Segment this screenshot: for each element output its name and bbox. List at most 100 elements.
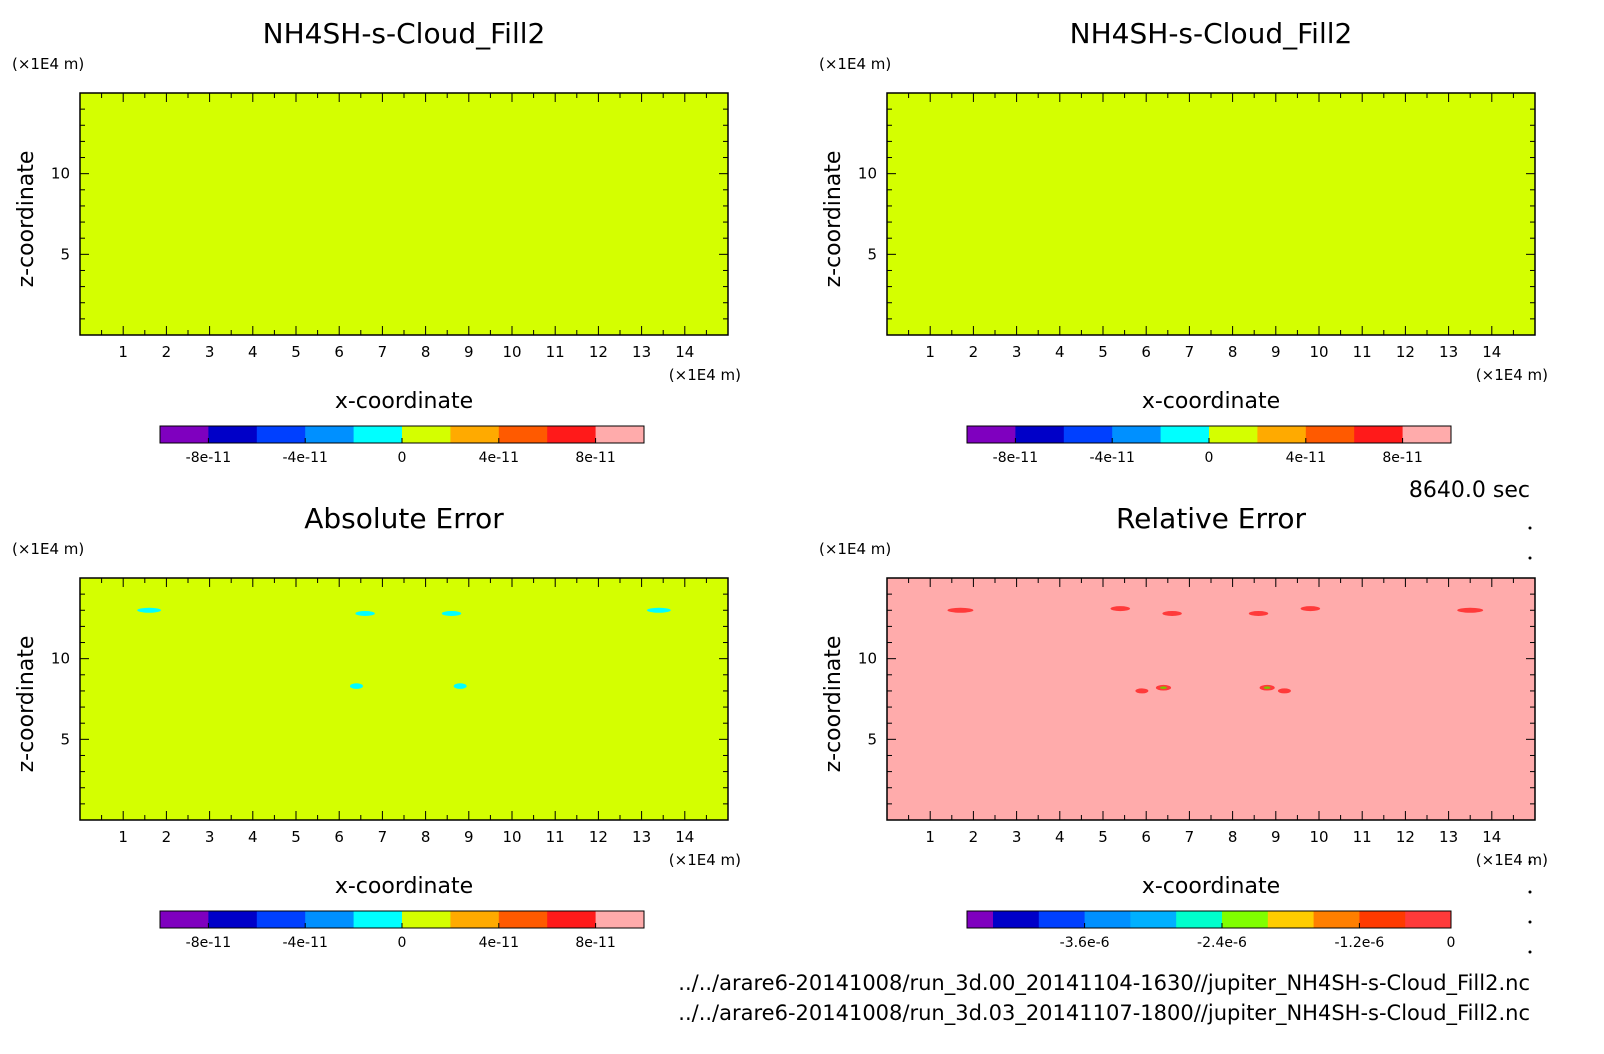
panel-4-xtick-label: 12 (1396, 828, 1415, 846)
panel-1-ytick-label: 10 (51, 165, 70, 183)
panel-1-colorbar-label: 8e-11 (575, 450, 615, 466)
panel-4-xtick-label: 2 (969, 828, 979, 846)
panel-1-colorbar-swatch-9 (547, 426, 597, 443)
panel-3-plot-area (79, 577, 729, 821)
panel-4-colorbar-swatch-2 (993, 911, 1040, 928)
panel-2-ylabel: z-coordinate (821, 151, 846, 288)
panel-4-feature-core-8 (1160, 686, 1167, 689)
panel-2-colorbar-swatch-4 (1112, 426, 1162, 443)
panel-4-xtick-label: 5 (1098, 828, 1108, 846)
panel-1-plot-area (79, 92, 729, 336)
panel-4-y-unit: (×1E4 m) (819, 540, 891, 558)
panel-1-xtick-label: 6 (334, 343, 344, 361)
panel-4-colorbar-label: 0 (1447, 935, 1456, 951)
panel-4-xtick-label: 4 (1055, 828, 1065, 846)
panel-3-y-unit: (×1E4 m) (12, 540, 84, 558)
panel-2-xtick-label: 9 (1271, 343, 1281, 361)
panel-4-x-unit: (×1E4 m) (1476, 851, 1548, 869)
source-file-1: ../../arare6-20141008/run_3d.00_20141104… (678, 971, 1530, 996)
panel-3-ytick-label: 5 (60, 730, 70, 748)
panel-1-xtick-label: 3 (205, 343, 215, 361)
panel-4-ylabel: z-coordinate (821, 636, 846, 773)
panel-4-colorbar-swatch-8 (1267, 911, 1315, 928)
panel-1-x-unit: (×1E4 m) (669, 366, 741, 384)
panel-2-xlabel: x-coordinate (1142, 389, 1280, 414)
panel-3-xtick-label: 9 (464, 828, 474, 846)
panel-2-colorbar-swatch-10 (1402, 426, 1452, 443)
panel-3-xtick-label: 4 (248, 828, 258, 846)
panel-3-ytick-label: 10 (51, 650, 70, 668)
panel-2-xtick-label: 13 (1439, 343, 1458, 361)
panel-3-colorbar-label: 0 (398, 935, 407, 951)
panel-3-feature-5 (350, 683, 363, 689)
panel-1-y-unit: (×1E4 m) (12, 55, 84, 73)
panel-4-colorbar-swatch-11 (1405, 911, 1452, 928)
panel-3-colorbar-swatch-1 (160, 911, 209, 928)
panel-1-colorbar-swatch-6 (402, 426, 451, 443)
panel-1-colorbar-label: -4e-11 (282, 450, 327, 466)
panel-1-xtick-label: 5 (291, 343, 301, 361)
panel-3-x-unit: (×1E4 m) (669, 851, 741, 869)
panel-3-feature-4 (647, 607, 671, 613)
panel-1-colorbar-label: -8e-11 (186, 450, 231, 466)
panel-1-xtick-label: 9 (464, 343, 474, 361)
panel-1-colorbar-swatch-8 (498, 426, 548, 443)
panel-3-xtick-label: 3 (205, 828, 215, 846)
panel-3-xtick-label: 12 (589, 828, 608, 846)
panel-1-xtick-label: 8 (421, 343, 431, 361)
panel-3-xtick-label: 10 (502, 828, 521, 846)
panel-2-xtick-label: 4 (1055, 343, 1065, 361)
panel-3-colorbar-swatch-9 (547, 911, 597, 928)
timestamp: 8640.0 sec (1409, 478, 1530, 503)
panel-4-title: Relative Error (1116, 502, 1307, 535)
panel-3-colorbar-swatch-8 (498, 911, 548, 928)
panel-2-xtick-label: 1 (925, 343, 935, 361)
panel-3-xtick-label: 13 (632, 828, 651, 846)
panel-4-colorbar-label: -2.4e-6 (1197, 935, 1247, 951)
panel-2-colorbar-swatch-3 (1063, 426, 1113, 443)
margin-dot-6 (1528, 950, 1532, 954)
margin-dot-3 (1528, 860, 1532, 864)
panel-4-colorbar-swatch-5 (1130, 911, 1177, 928)
panel-4-ytick-label: 5 (867, 730, 877, 748)
panel-4-xtick-label: 11 (1353, 828, 1372, 846)
panel-4-colorbar-swatch-3 (1038, 911, 1086, 928)
panel-1-colorbar-swatch-1 (160, 426, 209, 443)
panel-2-xtick-label: 5 (1098, 343, 1108, 361)
panel-2-ytick-label: 5 (867, 245, 877, 263)
panel-2-colorbar-swatch-5 (1160, 426, 1210, 443)
panel-1-colorbar-swatch-4 (305, 426, 355, 443)
panel-1-colorbar-swatch-7 (450, 426, 500, 443)
panel-1-colorbar-swatch-2 (208, 426, 258, 443)
panel-4-feature-core-9 (1263, 686, 1271, 689)
panel-4-xtick-label: 8 (1228, 828, 1238, 846)
panel-4-colorbar-swatch-7 (1222, 911, 1269, 928)
panel-3-colorbar-swatch-3 (256, 911, 306, 928)
panel-4-feature-1 (947, 607, 974, 613)
panel-1-xlabel: x-coordinate (335, 389, 473, 414)
panel-2-plot-area (886, 92, 1536, 336)
panel-2-colorbar-swatch-7 (1257, 426, 1307, 443)
panel-1-xtick-label: 11 (546, 343, 565, 361)
panel-1-colorbar-swatch-10 (595, 426, 645, 443)
panel-3-colorbar-swatch-5 (353, 911, 403, 928)
panel-4-colorbar-label: -3.6e-6 (1060, 935, 1110, 951)
panel-1-xtick-label: 2 (162, 343, 172, 361)
panel-2-xtick-label: 7 (1185, 343, 1195, 361)
panel-3-colorbar-label: -8e-11 (186, 935, 231, 951)
panel-3-colorbar-label: 4e-11 (479, 935, 519, 951)
panel-3-xtick-label: 7 (378, 828, 388, 846)
panel-2-colorbar-label: -4e-11 (1089, 450, 1134, 466)
panel-4-feature-4 (1248, 610, 1269, 616)
panel-3-colorbar-swatch-6 (402, 911, 451, 928)
margin-dot-4 (1528, 890, 1532, 894)
panel-3-xlabel: x-coordinate (335, 874, 473, 899)
panel-4-colorbar-frame (966, 910, 1452, 929)
panel-4-xtick-label: 1 (925, 828, 935, 846)
panel-1-xtick-label: 10 (502, 343, 521, 361)
panel-4-xtick-label: 9 (1271, 828, 1281, 846)
panel-2-xtick-label: 3 (1012, 343, 1022, 361)
panel-3-xtick-label: 5 (291, 828, 301, 846)
panel-2-xtick-label: 10 (1309, 343, 1328, 361)
